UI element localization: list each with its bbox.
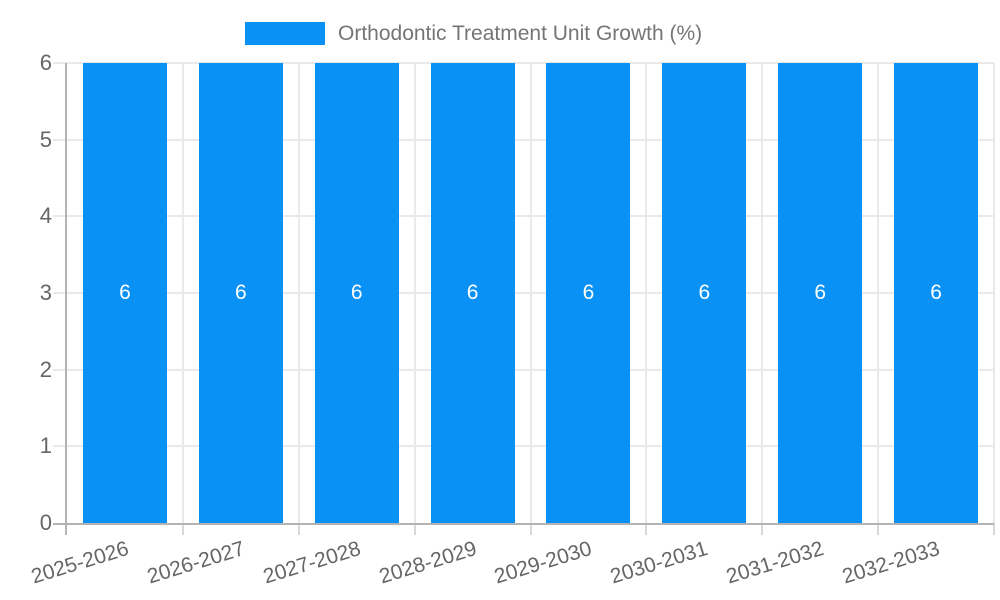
bar-value-label: 6 xyxy=(466,281,479,304)
y-axis-tick xyxy=(53,138,67,141)
bar-value-label: 6 xyxy=(582,281,595,304)
y-axis-tick xyxy=(53,62,67,64)
bar xyxy=(82,63,167,523)
y-axis-line xyxy=(65,63,67,535)
bar-value-label: 6 xyxy=(698,281,711,304)
x-axis-tick xyxy=(413,523,416,535)
y-axis-tick xyxy=(53,445,67,448)
y-axis-tick xyxy=(53,292,67,294)
x-axis-tick xyxy=(761,523,764,535)
bar xyxy=(662,63,747,523)
y-tick-label: 3 xyxy=(39,280,52,305)
y-tick-label: 1 xyxy=(39,433,52,459)
v-gridline xyxy=(413,63,416,523)
bar-value-label: 6 xyxy=(119,281,131,304)
v-gridline xyxy=(297,63,300,523)
x-axis-tick xyxy=(529,523,532,535)
x-axis-tick xyxy=(181,523,184,535)
y-axis-tick xyxy=(53,215,67,218)
bar xyxy=(430,63,515,523)
v-gridline xyxy=(181,63,184,523)
v-gridline xyxy=(993,63,995,523)
chart-legend: Orthodontic Treatment Unit Growth (%) xyxy=(245,22,702,45)
y-tick-label: 6 xyxy=(39,50,52,75)
bar xyxy=(894,63,979,523)
v-gridline xyxy=(761,63,764,523)
bar xyxy=(314,63,399,523)
x-axis-tick xyxy=(993,523,995,535)
v-gridline xyxy=(877,63,880,523)
y-tick-label: 5 xyxy=(39,126,52,152)
bar xyxy=(778,63,863,523)
bar xyxy=(546,63,631,523)
y-axis-tick xyxy=(53,368,67,371)
bar-value-label: 6 xyxy=(814,281,827,304)
v-gridline xyxy=(529,63,532,523)
bar xyxy=(198,63,283,523)
y-tick-label: 2 xyxy=(39,356,52,382)
x-axis-baseline xyxy=(53,523,994,525)
v-gridline xyxy=(645,63,648,523)
chart-title: Orthodontic Treatment Unit Growth (%) xyxy=(338,22,703,45)
y-tick-label: 4 xyxy=(39,203,52,229)
y-tick-label: 0 xyxy=(39,510,52,535)
x-axis-tick xyxy=(877,523,880,535)
bar-value-label: 6 xyxy=(350,281,363,304)
x-axis-tick xyxy=(645,523,648,535)
bar-value-label: 6 xyxy=(234,281,247,304)
legend-swatch xyxy=(245,22,325,45)
x-axis-tick xyxy=(297,523,300,535)
bar-value-label: 6 xyxy=(930,281,942,304)
